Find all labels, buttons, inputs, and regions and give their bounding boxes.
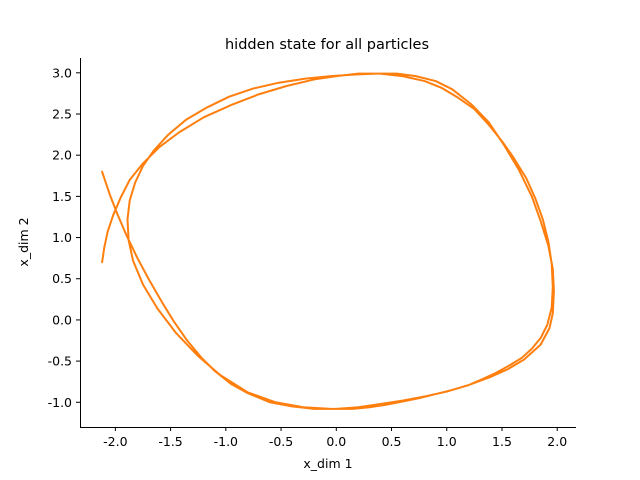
y-tick-label: 0.5 bbox=[52, 271, 72, 286]
x-tick-label: -1.5 bbox=[158, 434, 182, 449]
x-tick-label: 0.0 bbox=[326, 434, 346, 449]
x-tick-label: 1.0 bbox=[437, 434, 457, 449]
y-tick-label: 1.0 bbox=[52, 230, 72, 245]
y-tick-label: -0.5 bbox=[48, 354, 72, 369]
y-axis-label: x_dim 2 bbox=[16, 217, 31, 266]
y-tick-label: 0.0 bbox=[52, 312, 72, 327]
chart-title: hidden state for all particles bbox=[225, 37, 429, 53]
x-tick-label: -1.0 bbox=[214, 434, 238, 449]
x-tick-label: 0.5 bbox=[382, 434, 402, 449]
y-tick-label: 2.0 bbox=[52, 148, 72, 163]
x-tick-label: -2.0 bbox=[103, 434, 127, 449]
y-tick-label: 3.0 bbox=[52, 65, 72, 80]
plot-area bbox=[101, 72, 555, 410]
series-line-0 bbox=[101, 72, 555, 410]
x-tick-label: -0.5 bbox=[269, 434, 293, 449]
x-tick-label: 1.5 bbox=[492, 434, 512, 449]
y-tick-label: 1.5 bbox=[52, 189, 72, 204]
x-axis-label: x_dim 1 bbox=[303, 456, 352, 471]
y-tick-label: -1.0 bbox=[48, 395, 72, 410]
x-tick-label: 2.0 bbox=[547, 434, 567, 449]
y-tick-label: 2.5 bbox=[52, 107, 72, 122]
ticks: -2.0 -1.5 -1.0 -0.5 0.0 0.5 1.0 1.5 2.0 -1.0 -0.5 0… bbox=[48, 65, 568, 449]
